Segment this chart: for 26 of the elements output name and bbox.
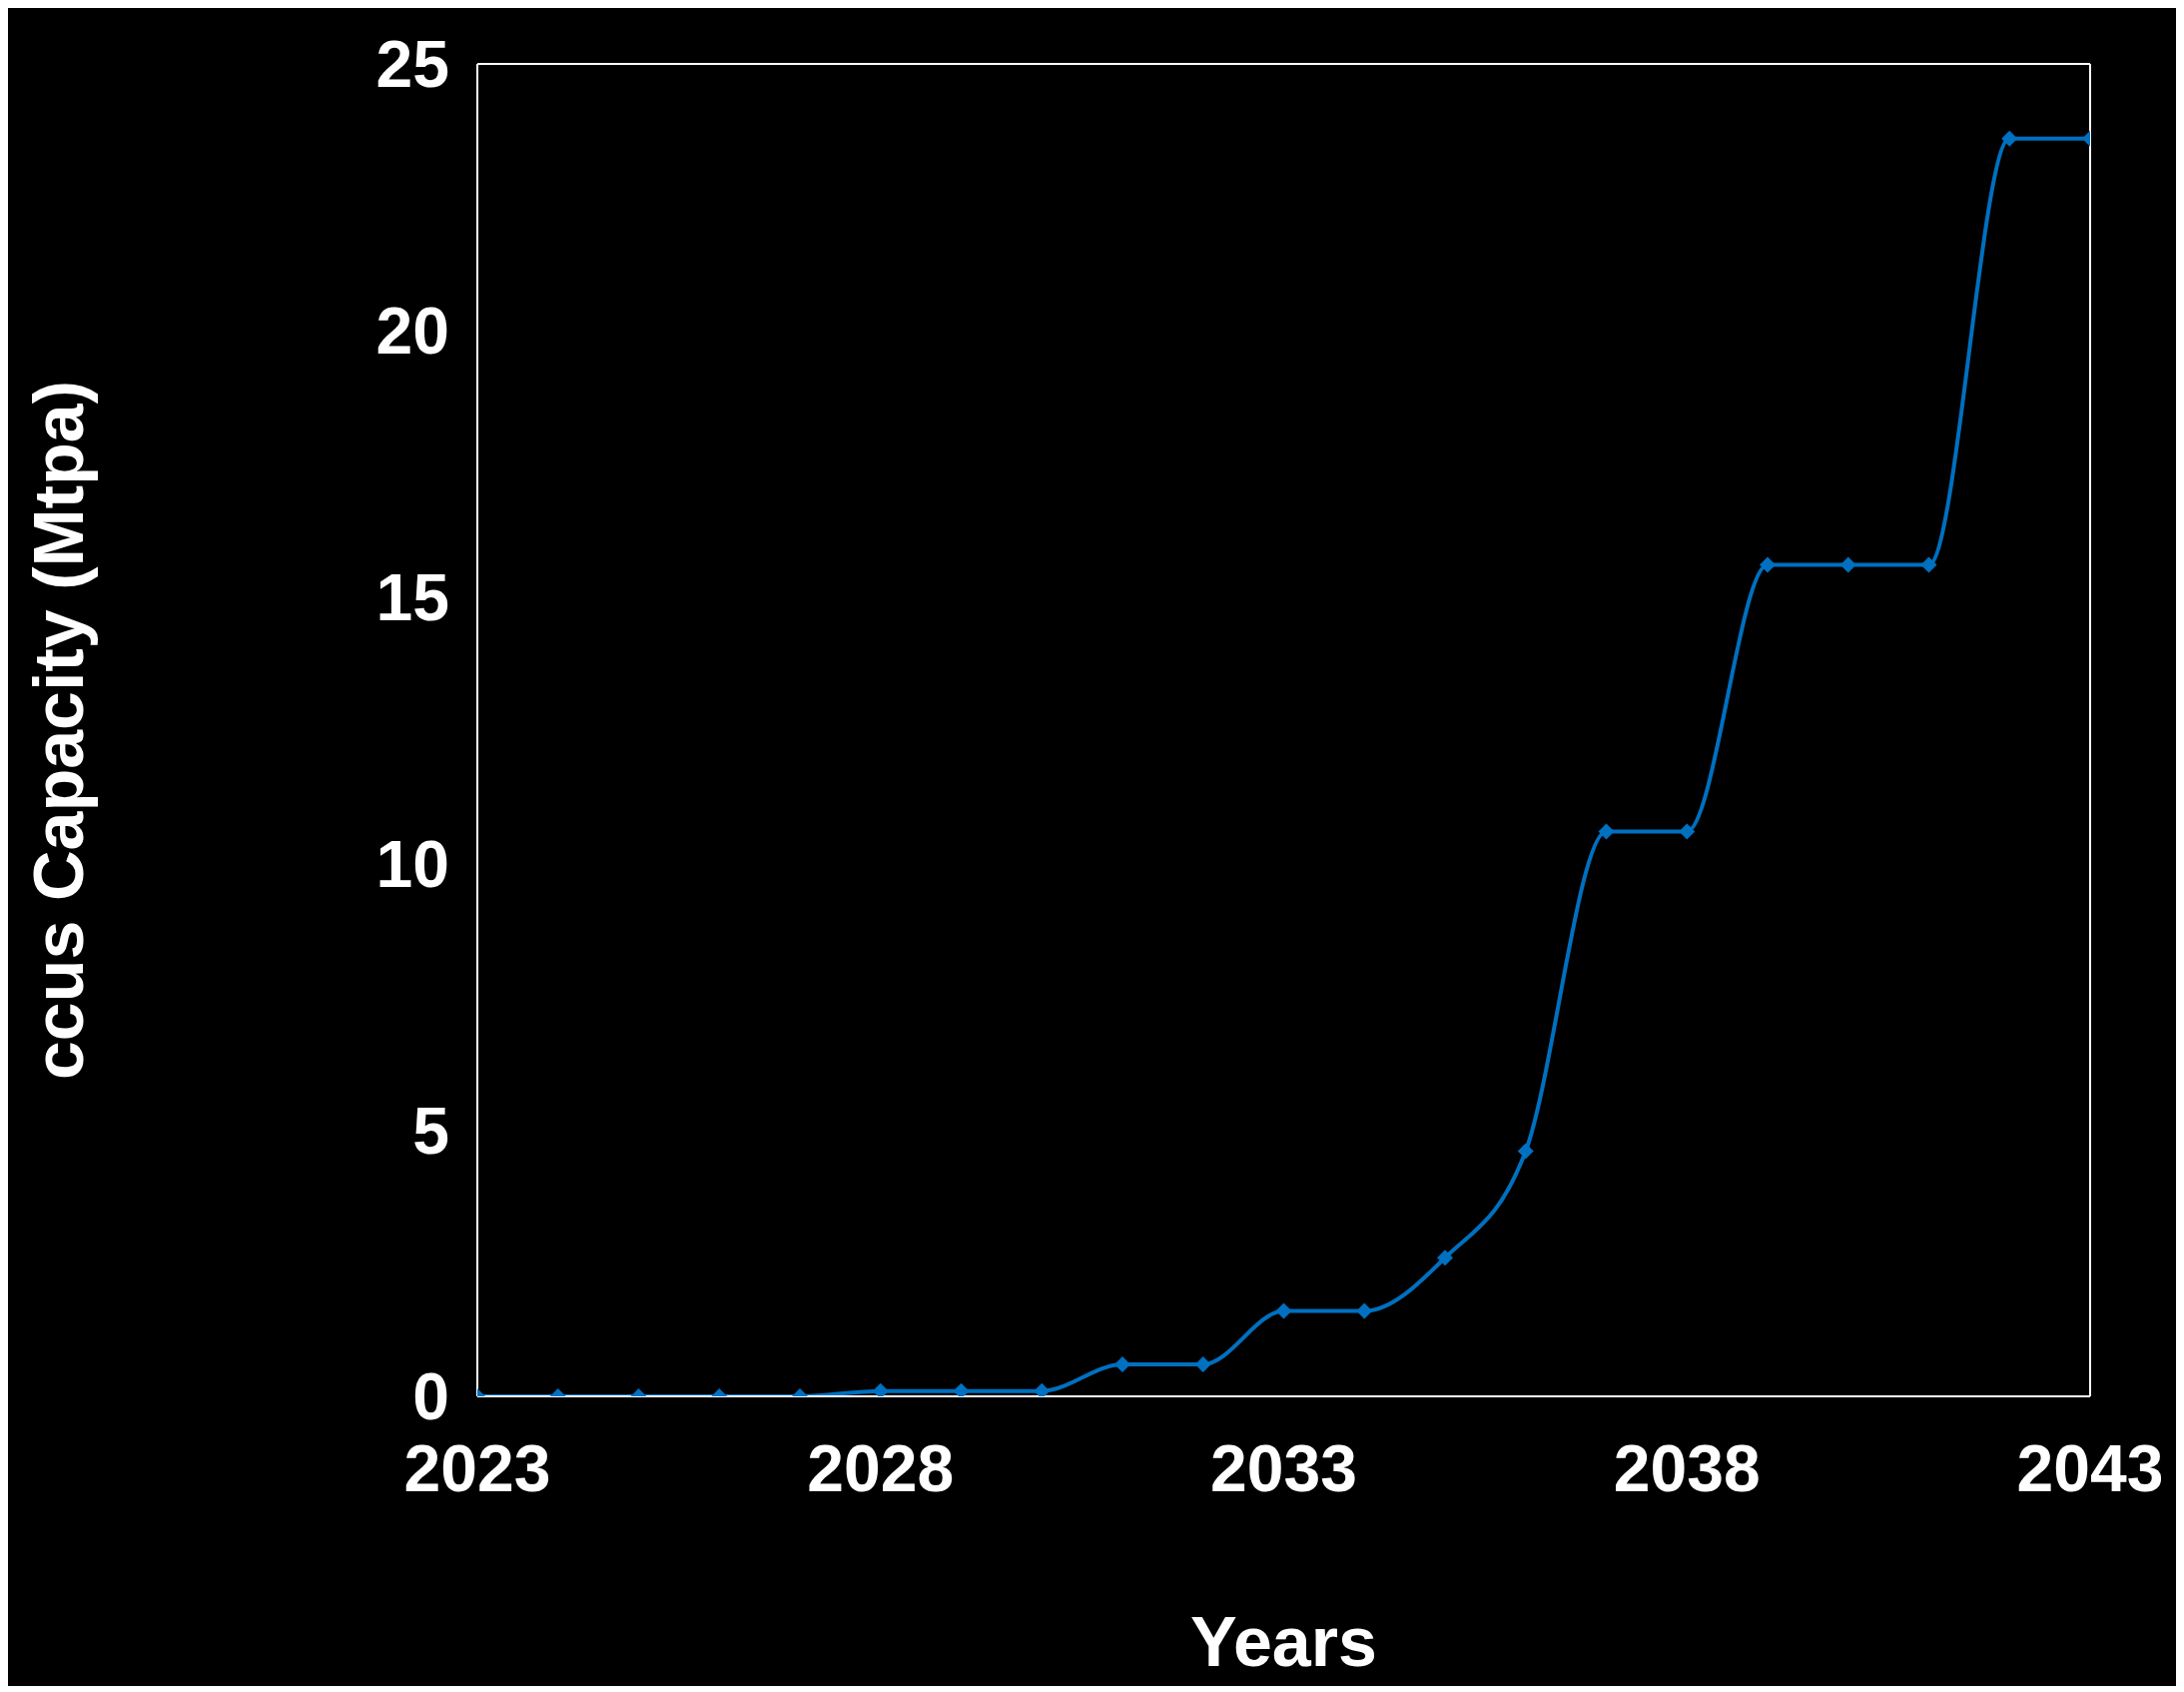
point bbox=[1679, 823, 1696, 840]
y-tick-label: 5 bbox=[412, 1093, 449, 1168]
point bbox=[872, 1382, 889, 1396]
point bbox=[2001, 130, 2018, 147]
x-axis-title: Years bbox=[1190, 1603, 1377, 1681]
point bbox=[1275, 1302, 1292, 1319]
x-tick-label: 2038 bbox=[1613, 1430, 1761, 1505]
x-tick-label: 2043 bbox=[2016, 1430, 2164, 1505]
point bbox=[1598, 823, 1615, 840]
x-tick-label: 2028 bbox=[807, 1430, 955, 1505]
point bbox=[1194, 1355, 1211, 1372]
y-axis-title: ccus Capacity (Mtpa) bbox=[19, 380, 98, 1081]
point bbox=[1760, 556, 1776, 573]
point bbox=[1034, 1382, 1051, 1396]
point bbox=[1920, 556, 1937, 573]
y-tick-label: 15 bbox=[375, 560, 449, 635]
x-tick-label: 2033 bbox=[1210, 1430, 1357, 1505]
point bbox=[1839, 556, 1856, 573]
point bbox=[1437, 1250, 1453, 1267]
y-tick-label: 20 bbox=[375, 294, 449, 369]
point bbox=[1517, 1143, 1534, 1160]
y-tick-label: 10 bbox=[375, 826, 449, 901]
point bbox=[953, 1382, 970, 1396]
point bbox=[1356, 1302, 1373, 1319]
point bbox=[1114, 1355, 1130, 1372]
y-tick-label: 25 bbox=[375, 27, 449, 102]
